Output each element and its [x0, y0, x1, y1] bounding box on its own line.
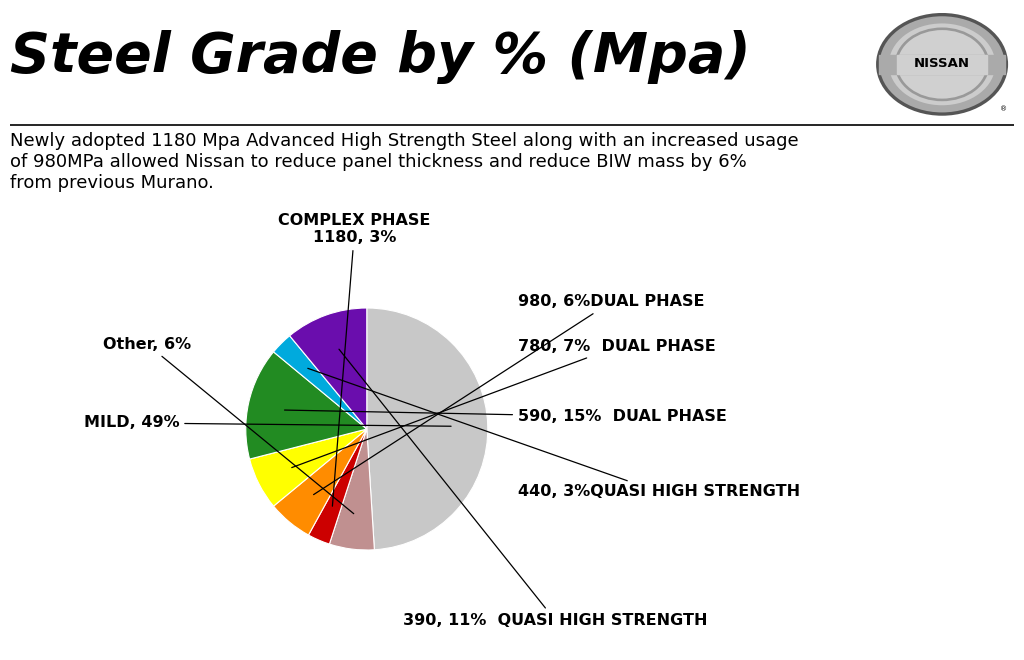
Circle shape [897, 30, 987, 98]
Text: Steel Grade by % (Mpa): Steel Grade by % (Mpa) [10, 30, 751, 84]
Text: 780, 7%  DUAL PHASE: 780, 7% DUAL PHASE [292, 339, 716, 467]
Circle shape [895, 28, 988, 100]
Wedge shape [273, 429, 367, 535]
Text: 590, 15%  DUAL PHASE: 590, 15% DUAL PHASE [285, 409, 727, 424]
Bar [897, 55, 987, 73]
Text: 440, 3%QUASI HIGH STRENGTH: 440, 3%QUASI HIGH STRENGTH [308, 368, 800, 500]
Wedge shape [308, 429, 367, 544]
Text: 980, 6%DUAL PHASE: 980, 6%DUAL PHASE [313, 294, 705, 494]
Wedge shape [367, 308, 487, 550]
Circle shape [889, 24, 995, 105]
Text: Other, 6%: Other, 6% [103, 337, 353, 513]
Text: 390, 11%  QUASI HIGH STRENGTH: 390, 11% QUASI HIGH STRENGTH [339, 349, 708, 628]
Text: NISSAN: NISSAN [914, 57, 970, 71]
Text: COMPLEX PHASE
1180, 3%: COMPLEX PHASE 1180, 3% [279, 213, 431, 506]
Wedge shape [273, 336, 367, 429]
Circle shape [880, 16, 1005, 112]
Text: ®: ® [1000, 106, 1008, 112]
Wedge shape [290, 308, 367, 429]
Text: Newly adopted 1180 Mpa Advanced High Strength Steel along with an increased usag: Newly adopted 1180 Mpa Advanced High Str… [10, 132, 799, 191]
Wedge shape [250, 429, 367, 506]
Wedge shape [330, 429, 375, 550]
Text: MILD, 49%: MILD, 49% [84, 415, 452, 430]
Wedge shape [246, 352, 367, 459]
Bar [879, 55, 1006, 73]
